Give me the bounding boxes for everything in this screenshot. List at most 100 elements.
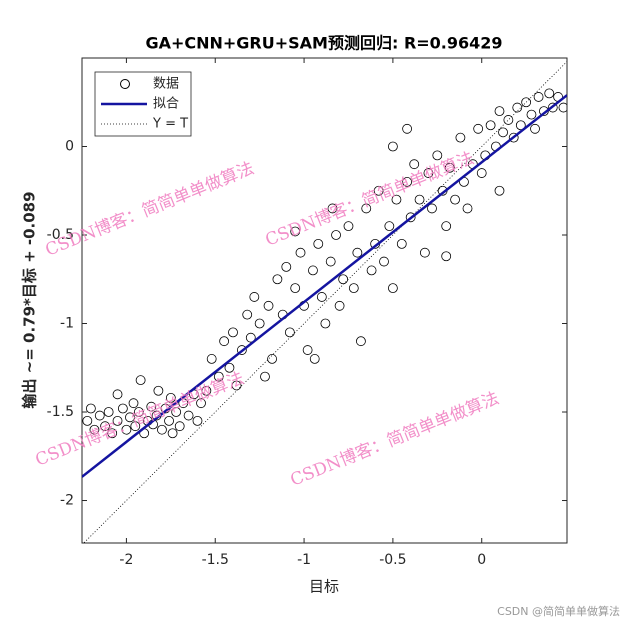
data-point xyxy=(366,265,377,276)
data-point xyxy=(117,403,128,414)
data-point xyxy=(183,410,194,421)
data-point xyxy=(112,415,123,426)
data-point xyxy=(547,102,558,113)
data-point xyxy=(327,203,338,214)
data-point xyxy=(308,265,318,276)
x-axis-label: 目标 xyxy=(309,578,339,596)
data-point xyxy=(379,256,389,267)
data-point xyxy=(260,371,270,382)
data-point xyxy=(498,127,508,138)
data-point xyxy=(441,221,452,232)
data-point xyxy=(128,398,139,409)
data-point xyxy=(521,97,532,108)
data-point xyxy=(174,421,185,432)
data-point xyxy=(530,123,540,134)
data-point xyxy=(334,300,345,311)
data-point xyxy=(201,385,212,396)
data-point xyxy=(94,410,105,421)
data-point xyxy=(348,283,359,294)
data-point xyxy=(444,162,455,173)
data-point xyxy=(544,88,555,99)
data-point xyxy=(295,247,306,258)
data-point xyxy=(512,102,523,113)
data-point xyxy=(236,345,247,355)
data-point xyxy=(254,318,265,329)
data-point xyxy=(331,230,341,240)
x-tick-label: -0.5 xyxy=(379,552,406,568)
data-point xyxy=(316,292,327,302)
data-point xyxy=(533,92,544,102)
data-point xyxy=(82,415,93,426)
data-point xyxy=(476,168,487,178)
data-point xyxy=(89,424,100,435)
plot-layer xyxy=(82,61,567,543)
data-point xyxy=(231,380,242,391)
data-point xyxy=(558,102,567,113)
legend-label: 拟合 xyxy=(153,97,179,112)
data-point xyxy=(309,354,320,364)
data-point xyxy=(396,238,407,249)
data-point xyxy=(361,203,372,214)
data-point xyxy=(384,221,395,232)
data-point xyxy=(515,120,526,131)
data-point xyxy=(356,336,366,347)
data-point xyxy=(387,283,398,294)
legend-symbol xyxy=(120,79,130,89)
data-point xyxy=(219,336,230,347)
data-point xyxy=(343,221,354,232)
data-point xyxy=(284,327,295,338)
data-point xyxy=(164,415,174,426)
data-point xyxy=(167,428,178,439)
data-point xyxy=(462,203,473,214)
data-point xyxy=(414,194,425,205)
data-point xyxy=(125,412,135,423)
data-point xyxy=(245,332,256,343)
data-point xyxy=(352,247,363,258)
data-point xyxy=(338,274,349,285)
y-tick-label: -1.5 xyxy=(47,404,74,420)
data-point xyxy=(427,203,437,214)
data-point xyxy=(455,132,466,143)
data-point xyxy=(494,185,505,196)
data-point xyxy=(391,194,402,205)
data-point xyxy=(133,407,144,417)
data-point xyxy=(302,345,313,355)
y-tick-label: -2 xyxy=(60,493,74,509)
data-point xyxy=(103,407,114,417)
y-tick-label: -1 xyxy=(60,316,74,332)
data-point xyxy=(450,194,460,205)
data-point xyxy=(290,226,301,237)
x-tick-label: -1 xyxy=(297,552,311,568)
footer: CSDN @简简单单做算法 xyxy=(497,604,620,618)
data-point xyxy=(419,247,430,258)
data-point xyxy=(192,415,203,426)
data-point xyxy=(405,212,416,223)
identity-line xyxy=(83,61,567,543)
data-point xyxy=(320,318,331,329)
data-point xyxy=(224,362,235,373)
data-point xyxy=(485,120,496,131)
data-point xyxy=(121,424,132,435)
data-point xyxy=(153,385,164,396)
data-point xyxy=(196,398,206,409)
data-point xyxy=(402,177,413,187)
data-point xyxy=(263,300,274,311)
data-point xyxy=(526,109,537,120)
data-point xyxy=(206,354,217,364)
data-point xyxy=(313,238,324,249)
y-axis-label: 输出 ~= 0.79*目标 + -0.089 xyxy=(21,191,39,408)
data-point xyxy=(213,371,224,382)
y-tick-label: 0 xyxy=(65,139,74,155)
data-point xyxy=(100,421,110,432)
data-point xyxy=(157,424,167,435)
x-tick-label: -2 xyxy=(119,552,133,568)
data-point xyxy=(494,106,505,117)
data-point xyxy=(290,283,301,294)
data-point xyxy=(441,251,452,262)
data-point xyxy=(387,141,398,152)
data-point xyxy=(423,168,434,178)
data-point xyxy=(146,401,157,412)
data-point xyxy=(267,354,277,364)
data-point xyxy=(242,309,253,320)
legend-label: Y = T xyxy=(152,117,188,132)
